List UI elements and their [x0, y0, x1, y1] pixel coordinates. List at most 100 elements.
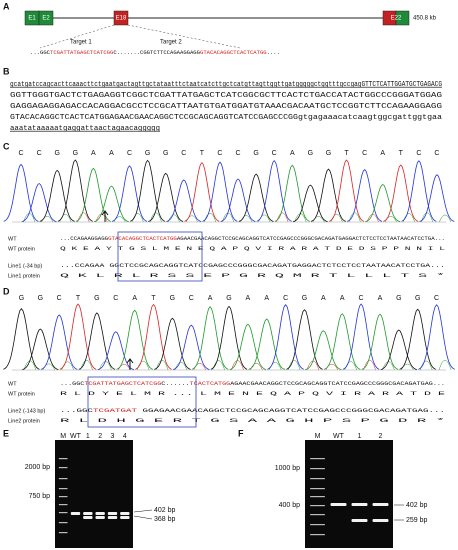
- sequence-segment: TCACTCATGG: [190, 380, 231, 387]
- exon-label: E18: [116, 16, 127, 22]
- sequence-line: gcatgatccagcacttcaaacttctgaatgactagttgct…: [10, 81, 442, 89]
- band: [70, 512, 81, 515]
- peak: [347, 169, 383, 222]
- peak: [202, 161, 238, 222]
- band-label: 368 bp: [154, 516, 176, 523]
- marker-label: 2000 bp: [25, 464, 50, 471]
- minor-peak: [363, 359, 376, 371]
- peak: [380, 329, 418, 370]
- peak: [342, 303, 380, 370]
- base-call: C: [217, 150, 222, 157]
- sequence-segment: ...CCAGAAGGAGG: [60, 235, 108, 242]
- peak: [220, 178, 256, 222]
- peak: [166, 179, 202, 222]
- peak: [112, 165, 148, 222]
- peak: [130, 159, 166, 222]
- base-call: A: [208, 295, 213, 302]
- base-call: T: [151, 295, 156, 302]
- band: [120, 516, 130, 519]
- ladder-band: [58, 496, 68, 498]
- peak: [256, 159, 292, 222]
- base-call: G: [94, 295, 99, 302]
- sequence-text: Q K L R L R S S E P G R Q M R T L L L T …: [60, 272, 445, 279]
- gel-content: M WT 1 2: [310, 433, 389, 536]
- peak: [154, 317, 191, 370]
- base-call: A: [378, 295, 383, 302]
- sequence-text: ...GGC TCGATTATGAGCTCATCGG C...... TCACTCAT…: [60, 380, 445, 387]
- base-call: C: [113, 295, 118, 302]
- sequence-segment: C......: [161, 380, 189, 387]
- peak: [329, 159, 365, 222]
- row-name: Line1 protein: [8, 273, 40, 279]
- exon: [38, 10, 54, 26]
- peak: [22, 328, 59, 370]
- sequence-segment: R L D H G E R T G S A A G H P S P G D R …: [60, 417, 445, 424]
- lane-label: 3: [111, 433, 115, 440]
- base-call: T: [399, 150, 404, 157]
- band: [95, 516, 105, 519]
- peak: [210, 305, 248, 370]
- exon: [113, 10, 129, 26]
- peak: [305, 330, 342, 370]
- base-call: C: [434, 295, 439, 302]
- peak: [286, 309, 323, 370]
- peak: [3, 163, 39, 222]
- base-call: G: [170, 295, 175, 302]
- base-call: G: [226, 295, 231, 302]
- lane-label: 1: [358, 433, 362, 440]
- band: [107, 516, 118, 519]
- minor-peak: [118, 364, 131, 371]
- sequence-segment: GTACACAGGCTCACTCATGG: [108, 235, 177, 242]
- base-call: A: [109, 150, 114, 157]
- row-name: Line2 protein: [8, 418, 40, 424]
- band: [83, 512, 93, 515]
- base-call: T: [344, 150, 349, 157]
- base-call: G: [308, 150, 313, 157]
- peak: [21, 182, 57, 222]
- lane-label: 4: [123, 433, 127, 440]
- base-call: G: [38, 295, 43, 302]
- ladder-band: [310, 534, 325, 536]
- lane-label: 1: [86, 433, 90, 440]
- alignment: WT ...CCAGAAGGAGG GTACACAGGCTCACTCATGG AGAA…: [8, 235, 445, 279]
- base-call: G: [145, 150, 150, 157]
- sequence-segment: AGAACGAACAGGCTCCGCAGCAGGTCATCCGAGCCCGGGC…: [230, 380, 445, 387]
- row-name: Line2 (-143 bp): [8, 408, 45, 414]
- peak: [248, 318, 286, 370]
- sequence-text: R L D H G E R T G S A A G H P S P G D R …: [60, 417, 445, 424]
- gel: [305, 440, 393, 548]
- pointer: [133, 509, 153, 520]
- sequence-segment: GTACACAGGCTCACTCATGG: [200, 50, 267, 56]
- marker-label: 400 bp: [279, 502, 301, 509]
- peak: [267, 304, 304, 370]
- peak: [97, 331, 135, 370]
- row-name: Line1 (-34 bp): [8, 263, 42, 269]
- zoom-line: [127, 24, 241, 49]
- sequence-segment: ...CCAGAA GGCTCCGCAGCAGGTCATCCGAGCCCGGGC…: [60, 262, 445, 269]
- base-call: C: [283, 295, 288, 302]
- exon-label: E1: [28, 16, 36, 22]
- sequence-segment: R L D Y E L M R ... L M E N E Q A P Q V …: [60, 390, 446, 397]
- minor-peak: [382, 361, 395, 371]
- band-label: 259 bp: [406, 517, 428, 524]
- base-call: A: [264, 295, 269, 302]
- sequence-segment: TCGATTATGAGCTCATCGG: [50, 50, 113, 56]
- ladder-band: [310, 505, 325, 507]
- minor-peak: [325, 363, 339, 371]
- sequence-text: ...CCAGAAGGAGG GTACACAGGCTCACTCATGG AGAACG…: [60, 235, 445, 242]
- peak: [3, 308, 40, 370]
- peak: [184, 161, 220, 222]
- ladder-band: [310, 468, 325, 470]
- band-label: 402 bp: [406, 502, 428, 509]
- peak: [323, 313, 361, 370]
- panel-label: D: [3, 286, 10, 296]
- deletion-box: [117, 231, 203, 282]
- arrow: [101, 210, 109, 222]
- peak: [39, 169, 75, 222]
- minor-peak: [77, 212, 90, 223]
- base-call: G: [326, 150, 331, 157]
- sequence-segment: AGAACGAACAGGCTCCGCAGCAGGTCATCCGAGCCCGGGC…: [177, 235, 445, 242]
- peak: [365, 183, 401, 222]
- base-call: C: [362, 150, 367, 157]
- ladder-band: [310, 478, 325, 480]
